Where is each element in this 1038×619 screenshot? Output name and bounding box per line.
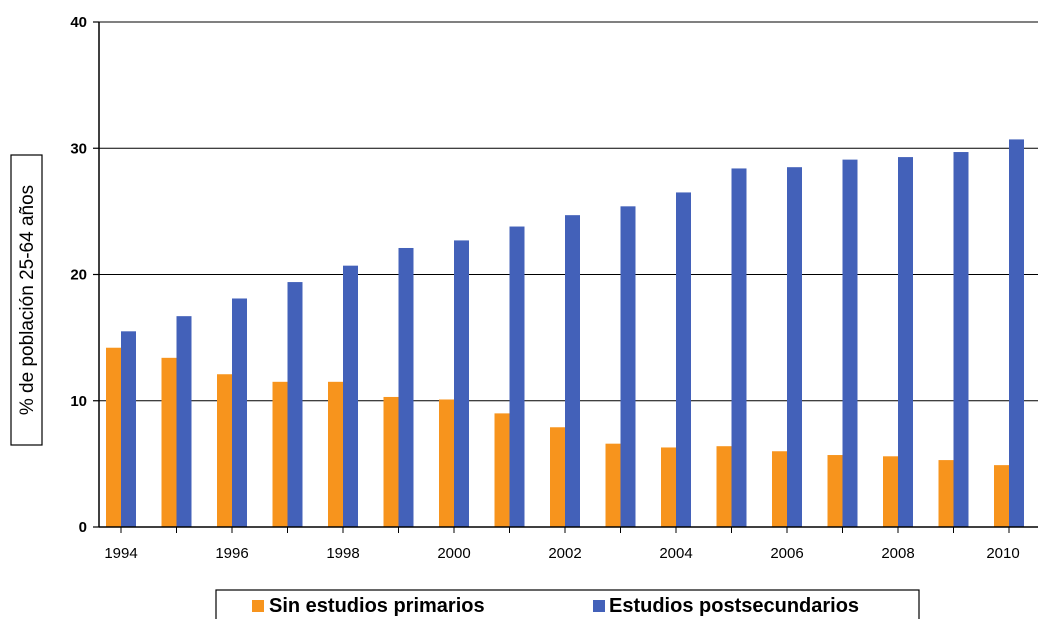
bar-postsecundarios-2008 <box>898 157 913 527</box>
bar-sin-estudios-2001 <box>494 413 510 527</box>
bar-sin-estudios-2000 <box>439 399 454 527</box>
x-tick-label: 2004 <box>659 545 692 562</box>
x-tick-label: 2006 <box>770 545 803 562</box>
legend-swatch-postsecundarios <box>593 600 605 612</box>
y-axis-title: % de población 25-64 años <box>17 185 38 415</box>
legend-box <box>215 589 920 619</box>
bar-sin-estudios-1997 <box>272 381 288 527</box>
x-tick-label: 2000 <box>437 545 470 562</box>
x-ticks: 1994 1996 1998 2000 2002 2004 2006 2008 2010 <box>104 527 1020 562</box>
bar-sin-estudios-1994 <box>106 347 121 527</box>
legend-swatch-sin-estudios <box>252 600 264 612</box>
bar-sin-estudios-2002 <box>550 427 565 527</box>
y-tick-label: 20 <box>70 267 87 284</box>
x-tick-label: 1996 <box>215 545 248 562</box>
legend-label-postsecundarios: Estudios postsecundarios <box>609 595 859 617</box>
bar-postsecundarios-2005 <box>731 168 747 527</box>
y-axis-title-group: % de población 25-64 años <box>10 154 43 446</box>
y-axis-title-box <box>10 154 43 446</box>
y-ticks: 0 10 20 30 40 <box>70 14 99 536</box>
bar-postsecundarios-2000 <box>454 240 469 527</box>
bar-postsecundarios-2004 <box>676 192 691 527</box>
bar-sin-estudios-1998 <box>328 381 343 527</box>
bar-sin-estudios-2009 <box>938 460 954 527</box>
x-tick-label: 2008 <box>881 545 914 562</box>
bar-postsecundarios-2009 <box>953 152 969 527</box>
bar-postsecundarios-2010 <box>1009 139 1024 527</box>
bar-postsecundarios-1994 <box>121 331 136 527</box>
legend-label-sin-estudios: Sin estudios primarios <box>269 595 485 617</box>
bar-sin-estudios-2005 <box>716 446 732 527</box>
bar-sin-estudios-2004 <box>661 447 676 527</box>
bar-sin-estudios-2010 <box>994 465 1009 527</box>
y-tick-label: 10 <box>70 393 87 410</box>
bar-postsecundarios-1997 <box>287 282 303 527</box>
y-tick-label: 30 <box>70 140 87 157</box>
y-tick-label: 40 <box>70 14 87 31</box>
bar-sin-estudios-2008 <box>883 456 898 527</box>
y-tick-label: 0 <box>79 519 87 536</box>
bar-postsecundarios-1999 <box>398 247 414 528</box>
bar-postsecundarios-2007 <box>842 159 858 528</box>
bar-postsecundarios-2002 <box>565 215 580 527</box>
x-tick-label: 2010 <box>986 545 1019 562</box>
bar-sin-estudios-2003 <box>605 443 621 527</box>
bar-sin-estudios-1999 <box>383 396 399 527</box>
bar-sin-estudios-2007 <box>827 455 843 527</box>
bar-postsecundarios-1996 <box>232 298 247 527</box>
x-tick-label: 1994 <box>104 545 137 562</box>
x-tick-label: 2002 <box>548 545 581 562</box>
bar-sin-estudios-2006 <box>772 451 787 527</box>
x-tick-label: 1998 <box>326 545 359 562</box>
bar-sin-estudios-1995 <box>161 357 177 527</box>
bar-postsecundarios-2003 <box>620 206 636 527</box>
bar-postsecundarios-2006 <box>787 167 802 527</box>
legend: Sin estudios primarios Estudios postsecu… <box>215 589 920 619</box>
bar-postsecundarios-1998 <box>343 265 358 527</box>
bars <box>106 139 1024 528</box>
bar-postsecundarios-1995 <box>176 316 192 527</box>
bar-sin-estudios-1996 <box>217 374 232 527</box>
bar-postsecundarios-2001 <box>509 226 525 527</box>
